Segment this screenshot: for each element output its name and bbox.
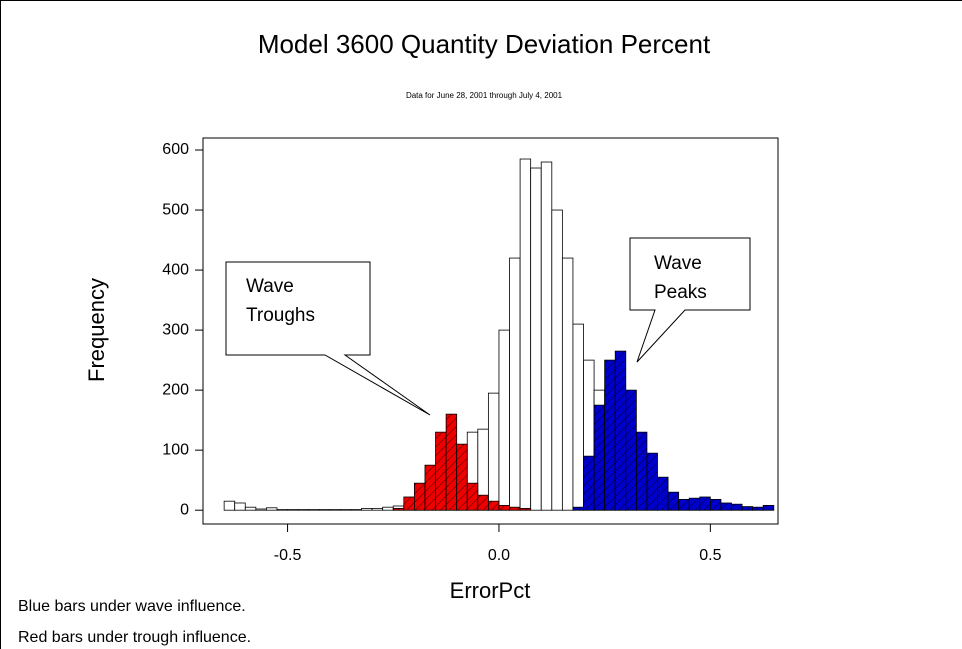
bar-hatch <box>498 505 510 511</box>
bar-hatch <box>668 492 679 511</box>
bar-hatch <box>752 507 764 511</box>
bar <box>551 209 563 511</box>
bar <box>297 509 310 511</box>
bar-hatch <box>583 456 595 511</box>
y-axis-label: Frequency <box>84 278 109 382</box>
bar <box>234 502 246 511</box>
bar-hatch <box>615 351 626 511</box>
bar-hatch <box>625 390 637 511</box>
bar-hatch <box>424 465 436 511</box>
bar <box>519 158 532 511</box>
bar-hatch <box>710 499 721 511</box>
x-tick-label: -0.5 <box>274 547 302 564</box>
callout: Wave Troughs <box>225 261 431 416</box>
bar-hatch <box>446 414 457 511</box>
plot-area: 0 100 200 300 400 500 600 -0.5 0.0 0.5 <box>162 137 779 564</box>
y-tick-label: 100 <box>162 441 189 458</box>
bar <box>287 509 299 511</box>
bar <box>371 507 384 511</box>
callout-text: Peaks <box>654 282 707 303</box>
callout-box <box>225 261 431 416</box>
y-tick-label: 500 <box>162 201 189 218</box>
bar <box>509 257 521 511</box>
bar-hatch <box>509 507 521 511</box>
bar <box>530 167 542 511</box>
x-tick-label: 0.0 <box>488 547 510 564</box>
bar-hatch <box>763 505 774 511</box>
bar-hatch <box>657 477 669 511</box>
bar-hatch <box>636 432 647 511</box>
callout-text: Wave <box>654 253 702 274</box>
x-tick-label: 0.5 <box>699 547 721 564</box>
bar-hatch <box>678 499 690 511</box>
bar-hatch <box>572 507 584 511</box>
bar-hatch <box>477 495 489 511</box>
bar-hatch <box>520 508 531 511</box>
bar <box>223 500 236 511</box>
plot-border <box>202 137 779 525</box>
bar <box>266 507 278 511</box>
y-tick-label: 300 <box>162 321 189 338</box>
bar-hatch <box>456 444 468 511</box>
bar-hatch <box>403 496 415 511</box>
bar <box>340 509 352 511</box>
bar-hatch <box>699 496 711 511</box>
bar-hatch <box>720 502 732 511</box>
callout: Wave Peaks <box>629 237 751 363</box>
chart-title: Model 3600 Quantity Deviation Percent <box>258 29 711 59</box>
bar-hatch <box>646 453 658 511</box>
bar <box>382 506 394 511</box>
bar-hatch <box>414 483 425 511</box>
y-tick-label: 200 <box>162 381 189 398</box>
bar-hatch <box>689 498 700 511</box>
bar <box>540 161 553 511</box>
bar <box>361 507 373 511</box>
bar <box>498 329 510 511</box>
bar <box>255 508 267 511</box>
bar-hatch <box>488 501 499 511</box>
bar <box>329 509 341 511</box>
bar-hatch <box>393 508 404 511</box>
bar <box>276 509 288 511</box>
callout-text: Wave <box>246 276 294 297</box>
bar <box>244 506 257 511</box>
bar-hatch <box>742 506 753 511</box>
bar <box>561 257 574 511</box>
callout-box <box>629 237 751 363</box>
callout-text: Troughs <box>246 305 315 326</box>
y-tick-label: 400 <box>162 261 189 278</box>
bar <box>350 509 362 511</box>
bar <box>487 392 500 511</box>
footnote: Red bars under trough influence. <box>18 629 251 646</box>
bar-hatch <box>604 360 616 511</box>
y-tick-label: 0 <box>180 501 189 518</box>
bar <box>308 509 320 511</box>
bar-hatch <box>594 405 605 511</box>
chart-subtitle: Data for June 28, 2001 through July 4, 2… <box>406 91 563 100</box>
bar-hatch <box>731 504 743 511</box>
bar-hatch <box>435 432 447 511</box>
x-axis-label: ErrorPct <box>450 578 531 603</box>
bar <box>318 509 331 511</box>
bar <box>572 323 584 511</box>
y-tick-label: 600 <box>162 141 189 158</box>
bar-hatch <box>467 483 478 511</box>
footnote: Blue bars under wave influence. <box>18 598 246 615</box>
